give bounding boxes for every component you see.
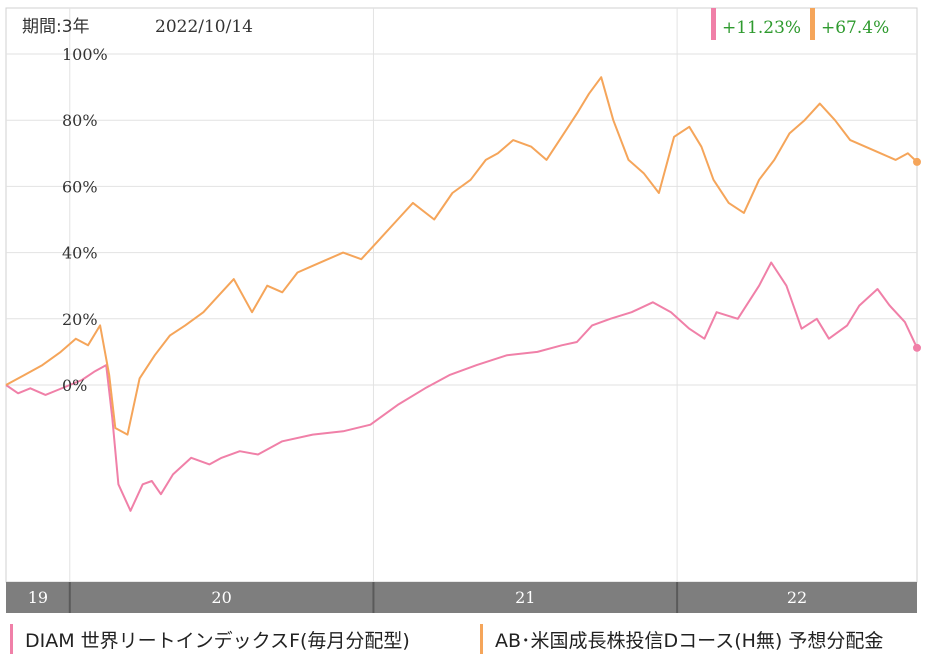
grid-lines (6, 8, 917, 582)
series-1-change: +11.23% (722, 18, 801, 38)
x-tick-labels: 19 20 21 22 (28, 582, 807, 613)
y-tick-label: 80% (62, 111, 98, 130)
legend-swatch-2 (480, 624, 483, 654)
x-axis-band (6, 582, 917, 613)
x-tick-label: 20 (211, 588, 231, 607)
legend-item-2: AB･米国成長株投信Dコース(H無) 予想分配金 (480, 622, 883, 656)
series-line-2 (5, 76, 918, 436)
y-tick-label: 100% (62, 45, 108, 64)
y-tick-labels: 0% 20% 40% 60% 80% 100% (62, 45, 108, 395)
series-layer (5, 76, 921, 512)
x-tick-label: 22 (787, 588, 807, 607)
y-tick-label: 0% (62, 376, 87, 395)
legend-label-1: DIAM 世界リートインデックスF(毎月分配型) (25, 629, 410, 652)
period-label: 期間:3年 (22, 17, 90, 37)
legend-item-1: DIAM 世界リートインデックスF(毎月分配型) (10, 622, 410, 656)
y-tick-label: 40% (62, 244, 98, 263)
series-1-change-marker (711, 8, 716, 40)
date-label: 2022/10/14 (155, 17, 253, 37)
series-2-change: +67.4% (821, 18, 889, 38)
x-tick-label: 21 (515, 588, 535, 607)
series-line-1 (5, 261, 918, 512)
series-end-point-1 (913, 343, 921, 352)
x-tick-label: 19 (28, 588, 48, 607)
y-tick-label: 20% (62, 310, 98, 329)
legend-label-2: AB･米国成長株投信Dコース(H無) 予想分配金 (495, 629, 884, 652)
series-2-change-marker (810, 8, 815, 40)
series-end-point-2 (913, 157, 921, 166)
legend-swatch-1 (10, 624, 13, 654)
y-tick-label: 60% (62, 177, 98, 196)
plot-frame (5, 7, 918, 583)
